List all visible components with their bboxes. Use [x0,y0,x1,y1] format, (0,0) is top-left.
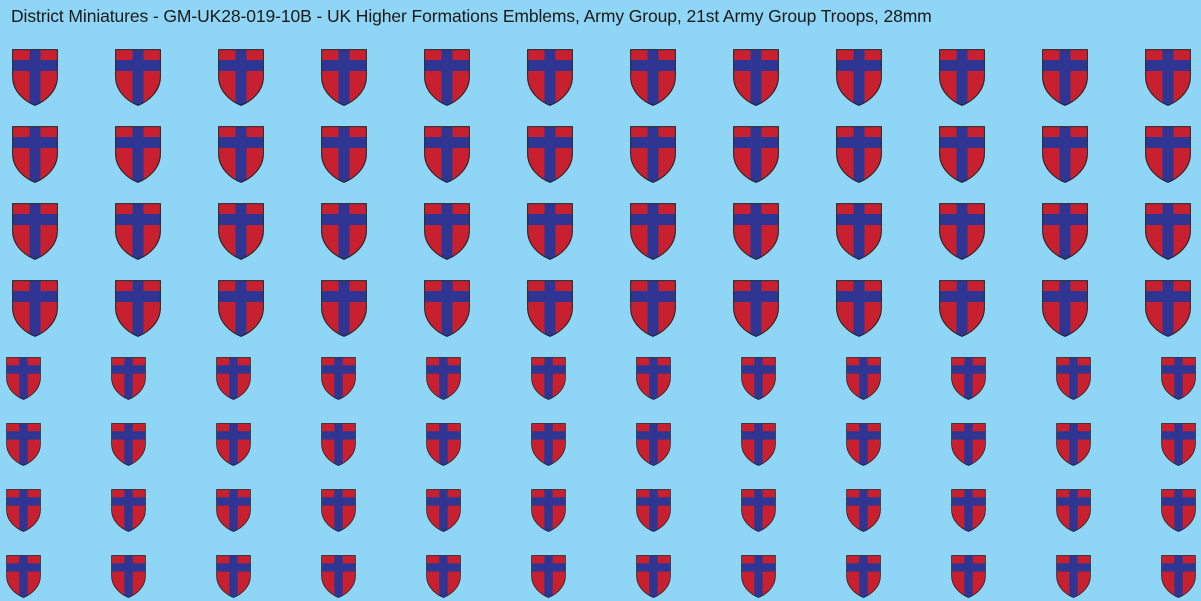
small-shield-emblem [111,423,146,466]
small-shield-emblem [951,555,986,598]
large-shield-emblem [1042,203,1088,260]
large-shield-emblem [218,280,264,337]
large-shield-emblem [1145,49,1191,106]
small-shield-emblem [216,555,251,598]
small-shield-emblem [426,489,461,532]
large-shield-emblem [12,49,58,106]
small-shield-emblem [1161,489,1196,532]
large-shield-emblem [939,49,985,106]
small-shield-emblem [1056,423,1091,466]
large-shield-emblem [836,49,882,106]
large-shield-emblem [527,49,573,106]
small-shield-emblem [1056,357,1091,400]
small-shield-emblem [216,489,251,532]
small-shield-emblem [6,357,41,400]
small-shield-emblem [426,357,461,400]
small-shield-emblem [741,555,776,598]
small-shield-emblem [951,423,986,466]
small-shield-emblem [531,489,566,532]
large-shield-emblem [630,49,676,106]
small-shield-emblem [846,357,881,400]
large-shield-emblem [12,280,58,337]
large-shield-emblem [939,126,985,183]
small-shield-emblem [951,357,986,400]
large-shield-emblem [1042,49,1088,106]
small-shield-emblem [321,423,356,466]
large-shield-emblem [218,126,264,183]
large-shield-emblem [1145,280,1191,337]
small-shield-emblem [531,423,566,466]
large-shield-emblem [424,49,470,106]
large-shield-emblem [939,280,985,337]
small-shield-emblem [111,555,146,598]
small-shield-emblem [1161,423,1196,466]
small-shield-emblem [636,489,671,532]
small-shield-emblem [636,423,671,466]
large-shield-emblem [115,49,161,106]
small-shield-emblem [636,357,671,400]
small-shield-emblem [321,489,356,532]
large-shield-emblem [424,126,470,183]
large-shield-emblem [424,203,470,260]
large-shield-emblem [939,203,985,260]
large-shield-emblem [630,126,676,183]
large-shield-emblem [321,203,367,260]
small-shield-emblem [216,357,251,400]
large-shield-emblem [733,49,779,106]
small-shield-emblem [6,489,41,532]
large-shield-emblem [733,280,779,337]
large-shield-emblem [321,280,367,337]
sheet-title: District Miniatures - GM-UK28-019-10B - … [11,6,932,26]
small-shield-emblem [1161,555,1196,598]
small-shield-emblem [741,357,776,400]
large-shield-emblem [1042,280,1088,337]
small-shield-emblem [321,555,356,598]
small-shield-emblem [216,423,251,466]
small-shield-emblem [531,555,566,598]
large-shield-emblem [836,203,882,260]
large-shield-emblem [630,280,676,337]
small-shield-emblem [6,423,41,466]
large-shield-emblem [733,203,779,260]
small-shield-emblem [741,489,776,532]
large-shield-emblem [836,280,882,337]
large-shield-emblem [1042,126,1088,183]
small-shield-emblem [321,357,356,400]
large-shield-emblem [321,49,367,106]
small-shield-emblem [426,423,461,466]
large-shield-emblem [527,280,573,337]
small-shield-emblem [6,555,41,598]
large-shield-emblem [115,203,161,260]
large-shield-emblem [1145,203,1191,260]
large-shield-emblem [115,280,161,337]
small-shield-emblem [1056,555,1091,598]
small-shield-emblem [741,423,776,466]
large-shield-emblem [12,203,58,260]
large-shield-emblem [527,203,573,260]
small-shield-emblem [951,489,986,532]
small-shield-emblem [426,555,461,598]
large-shield-emblem [1145,126,1191,183]
small-shield-emblem [111,357,146,400]
small-shield-emblem [111,489,146,532]
large-shield-emblem [424,280,470,337]
small-shield-emblem [1056,489,1091,532]
small-shield-emblem [531,357,566,400]
small-shield-emblem [846,489,881,532]
large-shield-emblem [218,49,264,106]
small-shield-emblem [846,555,881,598]
small-shield-emblem [636,555,671,598]
small-shield-emblem [846,423,881,466]
large-shield-emblem [527,126,573,183]
large-shield-emblem [836,126,882,183]
large-shield-emblem [321,126,367,183]
large-shield-emblem [733,126,779,183]
small-shield-emblem [1161,357,1196,400]
large-shield-emblem [218,203,264,260]
large-shield-emblem [12,126,58,183]
large-shield-emblem [115,126,161,183]
large-shield-emblem [630,203,676,260]
